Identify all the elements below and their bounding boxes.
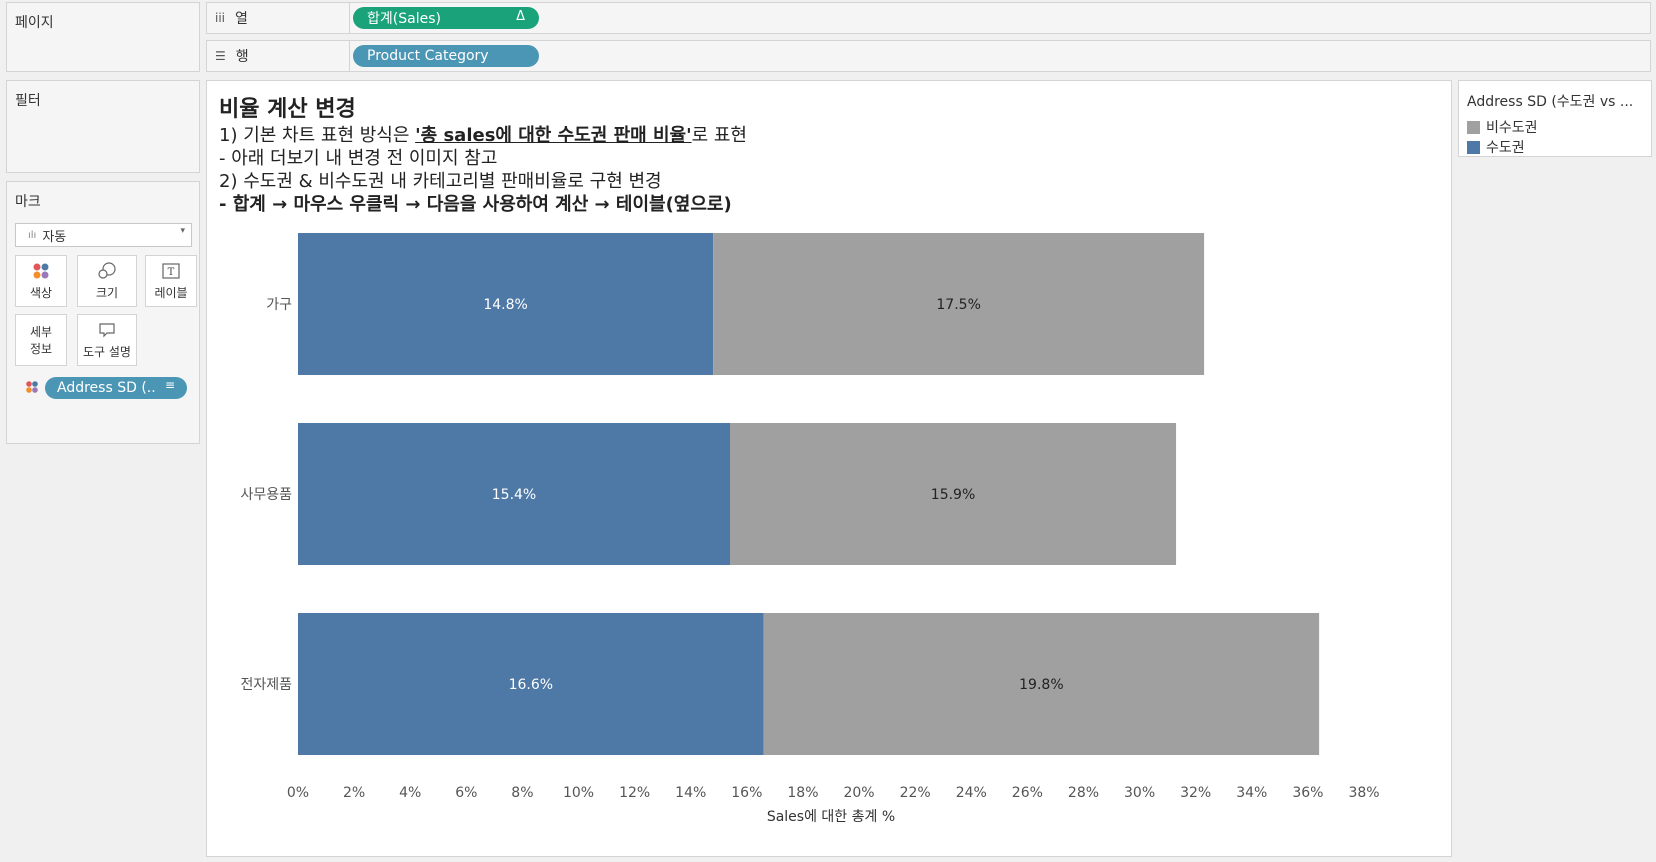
color-button-label: 색상 [29, 286, 53, 300]
marks-panel[interactable]: 마크 ılı 자동 ▾ 색상 크기 T [6, 181, 200, 444]
x-tick-label: 38% [1348, 785, 1379, 801]
legend-swatch-non-capital [1467, 120, 1480, 134]
bar-segment[interactable] [298, 423, 731, 565]
rows-shelf-label: ☰ 행 [207, 41, 350, 71]
color-field-row: Address SD (.. ≡ [25, 376, 187, 400]
stacked-bar-chart: 가구 14.8% 17.5% 사무용품 15.4% 15.9% 전자제품 16.6% 19.8%… [240, 233, 1380, 825]
marks-panel-title: 마크 [15, 194, 41, 210]
sales-sum-pill-label: 합계(Sales) [367, 11, 441, 27]
title-line-1: 1) 기본 차트 표현 방식은 '총 sales에 대한 수도권 판매 비율'로… [219, 121, 747, 147]
size-button[interactable]: 크기 [77, 255, 137, 307]
text-label-icon: T [162, 261, 180, 281]
columns-label-text: 열 [235, 11, 248, 27]
rows-shelf[interactable]: ☰ 행 Product Category [206, 40, 1651, 72]
x-tick-label: 30% [1124, 785, 1155, 801]
x-tick-label: 34% [1236, 785, 1267, 801]
bar-segment[interactable] [713, 233, 1205, 375]
x-tick-label: 10% [563, 785, 594, 801]
title-line-1-emphasis: '총 sales에 대한 수도권 판매 비율' [415, 125, 692, 146]
legend-title: Address SD (수도권 vs ... [1467, 94, 1634, 110]
x-tick-label: 0% [287, 785, 309, 801]
columns-shelf-label: iii 열 [207, 3, 350, 33]
legend-swatch-capital [1467, 140, 1480, 154]
x-tick-label: 2% [343, 785, 365, 801]
address-sd-pill[interactable]: Address SD (.. ≡ [45, 377, 187, 399]
svg-text:T: T [168, 267, 175, 278]
legend-label-capital: 수도권 [1486, 140, 1525, 156]
bar-segment[interactable] [730, 423, 1177, 565]
legend-item-non-capital[interactable]: 비수도권 [1467, 117, 1538, 137]
mark-type-value: 자동 [42, 229, 67, 245]
x-axis-title: Sales에 대한 총계 % [767, 809, 895, 825]
filters-panel[interactable]: 필터 [6, 80, 200, 173]
x-tick-label: 32% [1180, 785, 1211, 801]
x-tick-label: 26% [1012, 785, 1043, 801]
bar-chart-icon: ılı [28, 229, 37, 241]
filters-panel-title: 필터 [15, 93, 41, 109]
x-tick-label: 20% [843, 785, 874, 801]
x-tick-label: 22% [900, 785, 931, 801]
product-category-pill-label: Product Category [367, 48, 489, 64]
title-line-3: 2) 수도권 & 비수도권 내 카테고리별 판매비율로 구현 변경 [219, 171, 662, 192]
bar-segment[interactable] [298, 613, 764, 755]
bar-segment[interactable] [763, 613, 1320, 755]
legend-label-non-capital: 비수도권 [1486, 120, 1538, 136]
color-legend[interactable]: Address SD (수도권 vs ... 비수도권 수도권 [1458, 80, 1652, 157]
detail-button-label-1: 세부 [29, 325, 53, 339]
x-tick-label: 18% [787, 785, 818, 801]
bar-data-label: 14.8% [483, 297, 527, 313]
tooltip-button[interactable]: 도구 설명 [77, 314, 137, 366]
mark-type-dropdown[interactable]: ılı 자동 ▾ [15, 223, 192, 247]
bar-data-label: 16.6% [509, 677, 553, 693]
size-button-label: 크기 [95, 286, 119, 300]
label-button[interactable]: T 레이블 [145, 255, 197, 307]
tooltip-icon [98, 320, 116, 340]
rows-icon: ☰ [215, 49, 226, 63]
color-button[interactable]: 색상 [15, 255, 67, 307]
title-line-1-prefix: 1) 기본 차트 표현 방식은 [219, 125, 416, 146]
bar-data-label: 15.4% [492, 487, 536, 503]
pages-panel[interactable]: 페이지 [6, 2, 200, 72]
title-line-4: - 합계 → 마우스 우클릭 → 다음을 사용하여 계산 → 테이블(옆으로) [219, 194, 732, 215]
product-category-pill[interactable]: Product Category [353, 45, 539, 67]
address-sd-pill-label: Address SD (.. [57, 380, 156, 396]
title-line-2: - 아래 더보기 내 변경 전 이미지 참고 [219, 148, 498, 169]
chevron-down-icon: ▾ [180, 226, 185, 236]
x-tick-label: 14% [675, 785, 706, 801]
title-line-1-suffix: 로 표현 [691, 125, 747, 146]
color-dots-icon [25, 379, 39, 398]
x-tick-label: 6% [455, 785, 477, 801]
legend-item-capital[interactable]: 수도권 [1467, 137, 1525, 157]
pages-panel-title: 페이지 [15, 15, 54, 31]
color-dots-icon [32, 261, 50, 281]
sort-icon: ≡ [164, 378, 175, 392]
columns-icon: iii [215, 11, 226, 25]
columns-shelf[interactable]: iii 열 합계(Sales) Δ [206, 2, 1651, 34]
category-label: 전자제품 [240, 677, 292, 693]
sales-sum-pill[interactable]: 합계(Sales) Δ [353, 7, 539, 29]
category-label: 사무용품 [240, 487, 292, 503]
size-icon [97, 261, 117, 281]
x-tick-label: 12% [619, 785, 650, 801]
tooltip-button-label: 도구 설명 [83, 345, 131, 359]
table-calc-delta-icon: Δ [516, 9, 525, 24]
bar-data-label: 19.8% [1019, 677, 1063, 693]
bar-data-label: 17.5% [936, 297, 980, 313]
rows-label-text: 행 [235, 49, 249, 65]
x-tick-label: 36% [1292, 785, 1323, 801]
detail-button[interactable]: 세부 정보 [15, 314, 67, 366]
label-button-label: 레이블 [154, 286, 188, 300]
x-tick-label: 28% [1068, 785, 1099, 801]
bar-data-label: 15.9% [931, 487, 975, 503]
worksheet-title: 비율 계산 변경 [219, 97, 356, 122]
x-tick-label: 24% [956, 785, 987, 801]
x-tick-label: 16% [731, 785, 762, 801]
category-label: 가구 [266, 297, 292, 313]
x-tick-label: 8% [511, 785, 533, 801]
bar-segment[interactable] [298, 233, 714, 375]
worksheet-view[interactable]: 비율 계산 변경 1) 기본 차트 표현 방식은 '총 sales에 대한 수도… [206, 80, 1452, 857]
detail-button-label-2: 정보 [29, 342, 53, 356]
x-tick-label: 4% [399, 785, 421, 801]
